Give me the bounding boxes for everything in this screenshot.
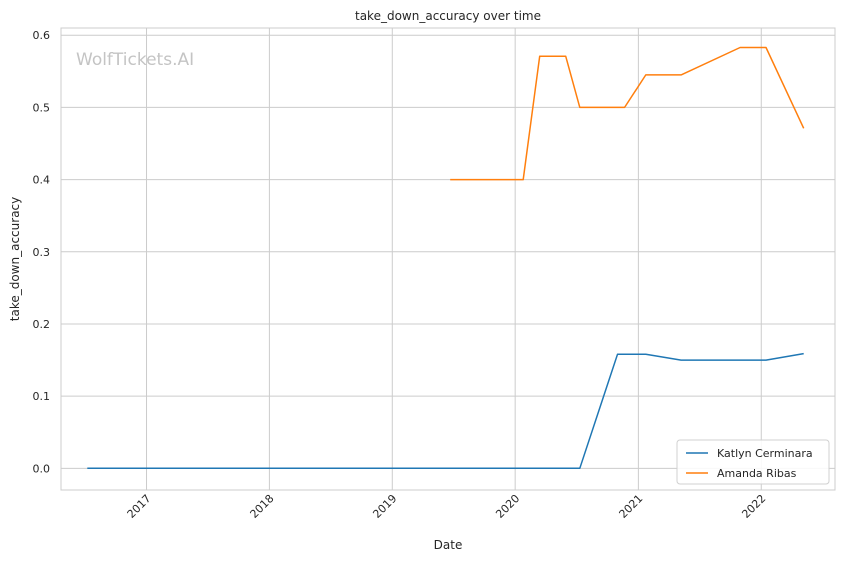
x-tick-label: 2017: [125, 492, 154, 521]
plot-area: [61, 28, 835, 490]
y-tick-label: 0.0: [33, 462, 51, 475]
y-tick-label: 0.3: [33, 246, 51, 259]
x-tick-label: 2021: [617, 492, 646, 521]
y-tick-label: 0.2: [33, 318, 51, 331]
legend-entry: Amanda Ribas: [717, 467, 797, 480]
x-tick-label: 2019: [370, 492, 399, 521]
series-line-2: [450, 46, 805, 181]
legend-box: [676, 439, 830, 485]
series-group: [87, 46, 805, 470]
y-tick-label: 0.5: [33, 101, 51, 114]
y-tick-label: 0.6: [33, 29, 51, 42]
x-tick-labels: 2017 2018 2019 2020 2021 2022: [125, 492, 769, 521]
plot-frame: [60, 27, 836, 491]
x-tick-label: 2022: [739, 492, 768, 521]
x-tick-label: 2018: [248, 492, 277, 521]
y-tick-label: 0.1: [33, 390, 51, 403]
legend-entry: Katlyn Cerminara: [717, 447, 813, 460]
x-axis-label: Date: [434, 538, 463, 552]
y-tick-label: 0.4: [33, 174, 51, 187]
grid: [61, 28, 835, 490]
legend: Katlyn Cerminara Amanda Ribas: [676, 439, 830, 485]
series-line-1: [87, 352, 804, 470]
x-tick-label: 2020: [493, 492, 522, 521]
y-tick-labels: 0.0 0.1 0.2 0.3 0.4 0.5 0.6: [33, 29, 51, 475]
y-axis-label: take_down_accuracy: [8, 197, 22, 321]
chart-title: take_down_accuracy over time: [355, 9, 541, 23]
watermark: WolfTickets.AI: [76, 50, 194, 70]
